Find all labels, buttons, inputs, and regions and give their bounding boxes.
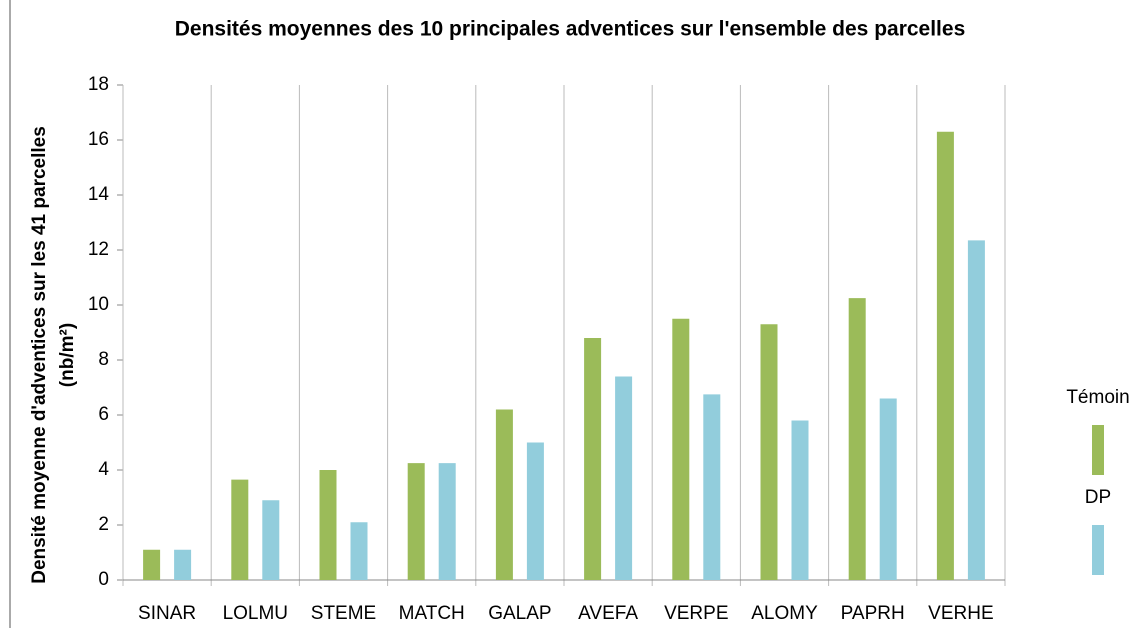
- bar: [350, 522, 368, 580]
- bar: [231, 479, 249, 580]
- bar: [703, 394, 721, 580]
- x-tick-label: ALOMY: [751, 603, 818, 624]
- legend-swatch: [1092, 525, 1104, 575]
- x-tick-label: VERHE: [928, 603, 993, 624]
- bar: [584, 338, 602, 580]
- bar: [615, 376, 633, 580]
- x-tick-label: STEME: [311, 603, 376, 624]
- bar: [438, 463, 456, 580]
- y-tick-label: 6: [98, 404, 109, 425]
- chart-title: Densités moyennes des 10 principales adv…: [175, 18, 966, 41]
- x-tick-label: AVEFA: [578, 603, 638, 624]
- bar: [760, 324, 778, 580]
- y-axis-label: (nb/m²): [57, 323, 78, 387]
- legend-label: Témoin: [1066, 387, 1129, 408]
- y-axis-label: Densité moyenne d'adventices sur les 41 …: [29, 126, 50, 584]
- bar: [262, 500, 280, 580]
- x-tick-label: SINAR: [138, 603, 196, 624]
- y-tick-label: 12: [88, 239, 109, 260]
- x-tick-label: LOLMU: [223, 603, 288, 624]
- x-tick-label: VERPE: [664, 603, 728, 624]
- legend-swatch: [1092, 425, 1104, 475]
- y-tick-label: 0: [98, 569, 109, 590]
- x-tick-label: PAPRH: [841, 603, 905, 624]
- y-tick-label: 2: [98, 514, 109, 535]
- x-tick-label: MATCH: [399, 603, 465, 624]
- bar: [936, 131, 954, 580]
- legend-label: DP: [1085, 487, 1111, 508]
- bar: [143, 549, 161, 580]
- y-tick-label: 4: [98, 459, 109, 480]
- x-tick-label: GALAP: [488, 603, 551, 624]
- bar: [495, 409, 513, 580]
- y-tick-label: 8: [98, 349, 109, 370]
- y-tick-label: 14: [88, 184, 110, 205]
- bar: [848, 298, 866, 580]
- bar: [319, 470, 337, 580]
- y-tick-label: 10: [88, 294, 109, 315]
- bar: [407, 463, 425, 580]
- bar: [967, 240, 985, 580]
- bar: [526, 442, 544, 580]
- bar: [174, 549, 192, 580]
- bar: [791, 420, 809, 580]
- y-tick-label: 18: [88, 74, 109, 95]
- y-tick-label: 16: [88, 129, 109, 150]
- bar: [672, 318, 690, 580]
- bar: [879, 398, 897, 580]
